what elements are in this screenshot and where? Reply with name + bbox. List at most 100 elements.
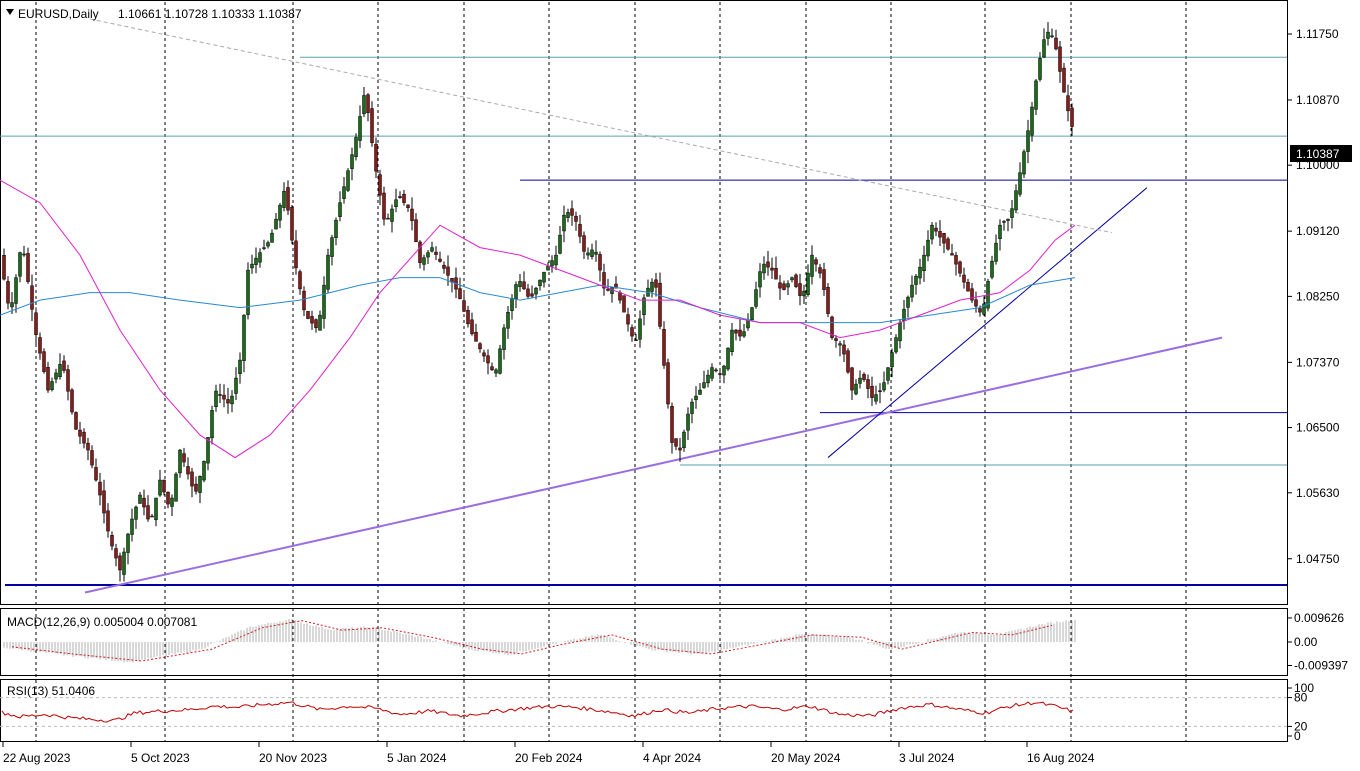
candle-body <box>442 264 446 269</box>
candle-body <box>806 272 810 296</box>
candle-body <box>110 535 114 547</box>
candle-body <box>626 314 630 325</box>
candle-body <box>1042 39 1046 58</box>
macd-tick-label: 0.00 <box>1294 635 1318 649</box>
candle-body <box>698 389 702 395</box>
candle-body <box>838 343 842 346</box>
candle-body <box>150 515 154 518</box>
candle-body <box>1058 46 1062 72</box>
candle-body <box>418 241 422 263</box>
candle-body <box>130 518 134 535</box>
candle-body <box>1034 80 1038 110</box>
candle-body <box>114 548 118 559</box>
date-label: 5 Jan 2024 <box>387 751 447 765</box>
candle-body <box>1010 208 1014 218</box>
candle-body <box>238 359 242 374</box>
candle-body <box>918 266 922 279</box>
candle-body <box>266 242 270 247</box>
candle-body <box>234 377 238 394</box>
candle-body <box>246 269 250 315</box>
candle-body <box>318 314 322 331</box>
candle-body <box>702 382 706 388</box>
candle-body <box>734 329 738 334</box>
candle-body <box>34 312 38 335</box>
candle-body <box>374 143 378 172</box>
vertical-grid <box>35 2 1187 741</box>
candle-body <box>858 377 862 384</box>
horizontal-lines <box>0 56 1287 587</box>
candle-body <box>982 303 986 315</box>
candle-body <box>406 204 410 208</box>
candle-body <box>878 390 882 392</box>
candle-body <box>166 491 170 505</box>
candle-body <box>270 232 274 243</box>
candle-body <box>94 467 98 481</box>
price-tick-label: 1.06500 <box>1296 421 1340 435</box>
candle-body <box>498 348 502 374</box>
candle-body <box>106 510 110 532</box>
candle-body <box>382 192 386 220</box>
candle-body <box>78 429 82 437</box>
candle-body <box>602 272 606 289</box>
chart-menu-icon[interactable] <box>6 9 14 15</box>
date-axis: 22 Aug 2023 5 Oct 2023 20 Nov 2023 5 Jan 20… <box>2 742 1095 765</box>
candle-body <box>102 490 106 514</box>
candle-body <box>1026 130 1030 152</box>
date-label: 20 May 2024 <box>771 751 841 765</box>
candle-body <box>126 533 130 553</box>
chart-symbol: EURUSD,Daily <box>18 7 99 21</box>
candle-body <box>946 238 950 250</box>
candle-body <box>718 373 722 375</box>
candle-body <box>218 394 222 396</box>
candle-body <box>358 116 362 141</box>
candle-body <box>1062 67 1066 93</box>
candle-body <box>926 239 930 257</box>
candle-body <box>994 242 998 262</box>
price-tick-label: 1.10870 <box>1296 93 1340 107</box>
candle-body <box>914 275 918 285</box>
candle-body <box>90 450 94 466</box>
candle-body <box>578 224 582 237</box>
candle-body <box>154 497 158 521</box>
candle-body <box>922 254 926 271</box>
macd-tick-label: 0.009626 <box>1294 611 1344 625</box>
candle-body <box>390 208 394 222</box>
macd-signal-line <box>11 620 1053 662</box>
candle-body <box>466 309 470 325</box>
candle-body <box>826 287 830 314</box>
candle-body <box>594 251 598 255</box>
date-label: 22 Aug 2023 <box>3 751 71 765</box>
candle-body <box>42 351 46 372</box>
candle-body <box>490 366 494 371</box>
candle-body <box>338 202 342 217</box>
price-axis: 1.117501.108701.100001.091201.082501.073… <box>1287 27 1340 566</box>
candle-body <box>170 497 174 507</box>
candle-body <box>554 254 558 266</box>
candle-body <box>254 257 258 265</box>
candle-body <box>950 253 954 256</box>
candle-body <box>142 497 146 508</box>
candle-body <box>954 255 958 265</box>
candle-body <box>98 481 102 496</box>
candle-body <box>818 267 822 274</box>
candle-body <box>250 263 254 269</box>
candle-body <box>910 284 914 298</box>
candle-body <box>118 555 122 571</box>
candle-body <box>610 287 614 294</box>
candle-body <box>682 431 686 448</box>
candle-body <box>550 260 554 267</box>
candle-body <box>582 235 586 252</box>
candle-body <box>10 302 14 308</box>
candle-body <box>862 374 866 380</box>
candle-body <box>50 381 54 390</box>
candle-body <box>802 290 806 297</box>
candle-body <box>146 505 150 520</box>
candle-body <box>586 252 590 256</box>
candle-body <box>22 253 26 256</box>
rsi-tick-label: 20 <box>1294 719 1308 733</box>
candle-body <box>286 187 290 211</box>
candles <box>2 22 1074 582</box>
candle-body <box>710 367 714 379</box>
candle-body <box>570 208 574 216</box>
